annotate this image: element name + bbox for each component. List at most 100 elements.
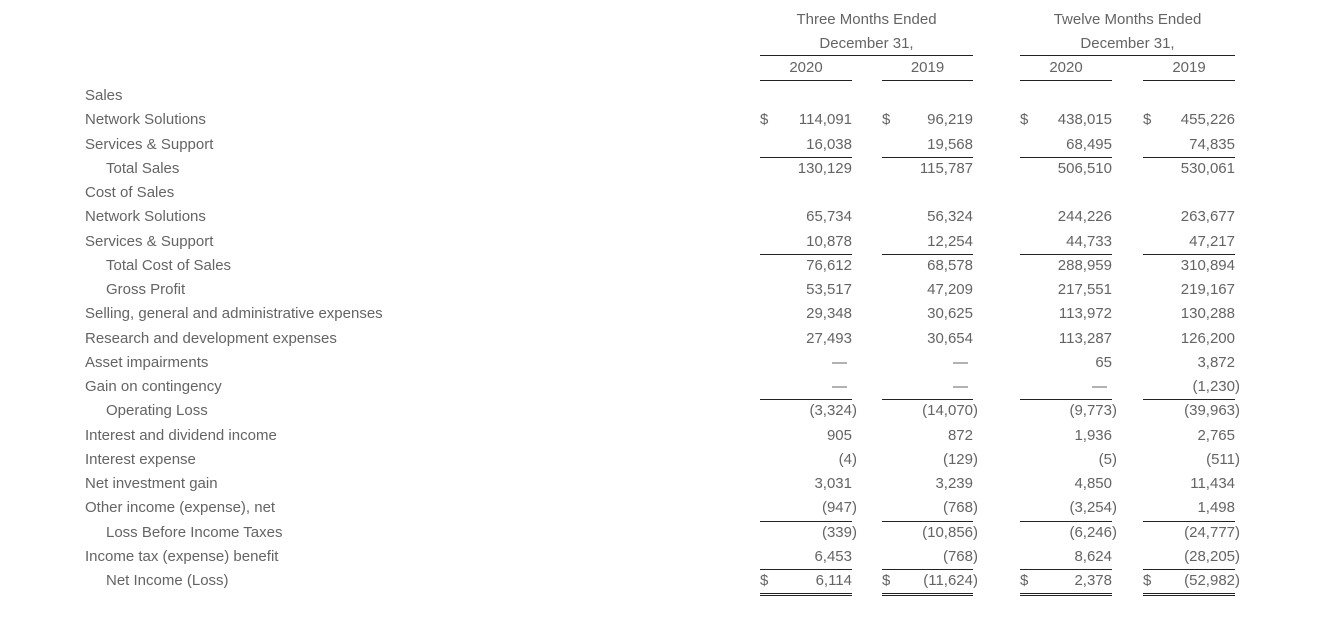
value-cell: $438,015 (1020, 108, 1112, 132)
value-text: (9,773) (1069, 399, 1117, 423)
value-cell: 29,348 (760, 302, 852, 326)
value-text: 1,498 (1197, 499, 1235, 517)
value-cell: 506,510 (1020, 157, 1112, 181)
row-label: Other income (expense), net (85, 499, 276, 517)
value-text: 4,850 (1074, 475, 1112, 492)
header-year-row: 2020 2019 2020 2019 (85, 56, 1320, 81)
value-cell: (10,856) (882, 521, 978, 545)
column-group-subtitle: December 31, (760, 32, 973, 56)
value-cell: 113,972 (1020, 302, 1112, 326)
value-text: (768) (943, 496, 978, 520)
row-label: Selling, general and administrative expe… (85, 305, 383, 323)
value-text: 6,453 (814, 547, 852, 565)
value-text: 244,226 (1057, 208, 1112, 226)
value-text: 8,624 (1074, 547, 1112, 565)
value-text: 10,878 (806, 232, 852, 250)
value-cell: 47,209 (882, 278, 973, 302)
value-text: (4) (839, 448, 857, 472)
row-label: Gross Profit (106, 281, 186, 298)
paren-hang: ) (973, 523, 978, 541)
value-text: 6,114 (815, 572, 852, 589)
value-cell: (9,773) (1020, 399, 1117, 423)
value-cell: (129) (882, 448, 978, 472)
table-row: Services & Support 10,878 12,254 44,733 47,2… (85, 230, 1320, 255)
value-cell: 1,936 (1020, 424, 1112, 448)
paren-hang: ) (1112, 523, 1117, 541)
table-row: Interest and dividend income 905 872 1,936 2… (85, 424, 1320, 448)
row-label: Interest expense (85, 450, 196, 468)
value-cell: (947) (760, 496, 857, 522)
value-text: 76,612 (806, 256, 852, 274)
value-text: 455,226 (1180, 111, 1235, 129)
value-cell: 6,453 (760, 545, 852, 570)
value-text: 3,031 (814, 475, 852, 492)
value-text: 130,129 (797, 159, 852, 177)
value-cell: (39,963) (1143, 399, 1240, 423)
value-text: 3,239 (935, 475, 973, 492)
table-row: Total Sales 130,129 115,787 506,510 530,061 (85, 157, 1320, 181)
value-text: 130,288 (1180, 305, 1235, 323)
row-label: Interest and dividend income (85, 426, 277, 444)
value-cell: 11,434 (1143, 472, 1235, 496)
value-text: 30,625 (927, 305, 973, 323)
value-text: (1,230) (1192, 375, 1240, 399)
table-row: Total Cost of Sales 76,612 68,578 288,959 31… (85, 254, 1320, 278)
value-text: 68,578 (927, 256, 973, 274)
value-cell: 1,498 (1143, 496, 1235, 522)
paren-hang: ) (852, 499, 857, 517)
row-label: Income tax (expense) benefit (85, 547, 279, 565)
dollar-sign: $ (1143, 111, 1152, 129)
value-cell: — (760, 375, 852, 401)
table-row: Gain on contingency — — — (1,230) (85, 375, 1320, 401)
table-row: Other income (expense), net (947) (768) (3,… (85, 496, 1320, 522)
value-cell: 30,625 (882, 302, 973, 326)
row-label: Network Solutions (85, 111, 206, 129)
value-text: 2,765 (1197, 426, 1235, 444)
value-text: (3,324) (809, 399, 857, 423)
value-text: (129) (943, 448, 978, 472)
value-cell: — (1020, 375, 1112, 401)
value-cell: 4,850 (1020, 472, 1112, 496)
value-text: (6,246) (1069, 521, 1117, 545)
value-cell: 3,239 (882, 472, 973, 496)
value-cell: — (882, 351, 973, 375)
value-text: 53,517 (806, 281, 852, 298)
dollar-sign: $ (1020, 111, 1029, 129)
value-cell: 3,872 (1143, 351, 1235, 375)
table-row: Services & Support 16,038 19,568 68,495 74,8… (85, 133, 1320, 158)
value-text: (3,254) (1069, 496, 1117, 520)
value-cell: 76,612 (760, 254, 852, 278)
section-label: Sales (85, 87, 123, 104)
value-cell: 12,254 (882, 230, 973, 255)
row-label: Research and development expenses (85, 329, 337, 347)
value-text: — (832, 353, 847, 371)
value-text: 30,654 (927, 329, 973, 347)
section-label: Cost of Sales (85, 184, 175, 201)
value-text: 126,200 (1180, 329, 1235, 347)
dollar-sign: $ (882, 572, 891, 589)
row-label: Net Income (Loss) (106, 572, 229, 589)
value-text: 47,217 (1189, 232, 1235, 250)
paren-hang: ) (1112, 402, 1117, 420)
value-cell: (768) (882, 496, 978, 522)
table-row: Loss Before Income Taxes (339) (10,856) (6,… (85, 521, 1320, 545)
row-label: Total Cost of Sales (106, 256, 232, 274)
value-text: 113,287 (1058, 329, 1112, 347)
value-text: 263,677 (1180, 208, 1235, 226)
value-cell: (4) (760, 448, 857, 472)
value-cell: 130,129 (760, 157, 852, 181)
row-label: Asset impairments (85, 353, 209, 371)
row-label: Network Solutions (85, 208, 206, 226)
value-cell: 113,287 (1020, 327, 1112, 351)
column-group-title: Twelve Months Ended (1053, 11, 1202, 28)
value-cell: 115,787 (882, 157, 973, 181)
value-cell: 68,578 (882, 254, 973, 278)
value-cell: 263,677 (1143, 205, 1235, 229)
dollar-sign: $ (1143, 572, 1152, 589)
value-text: 11,434 (1190, 475, 1235, 492)
value-cell: 53,517 (760, 278, 852, 302)
value-text: 27,493 (806, 329, 852, 347)
value-cell: (339) (760, 521, 857, 545)
row-label: Operating Loss (106, 402, 208, 420)
